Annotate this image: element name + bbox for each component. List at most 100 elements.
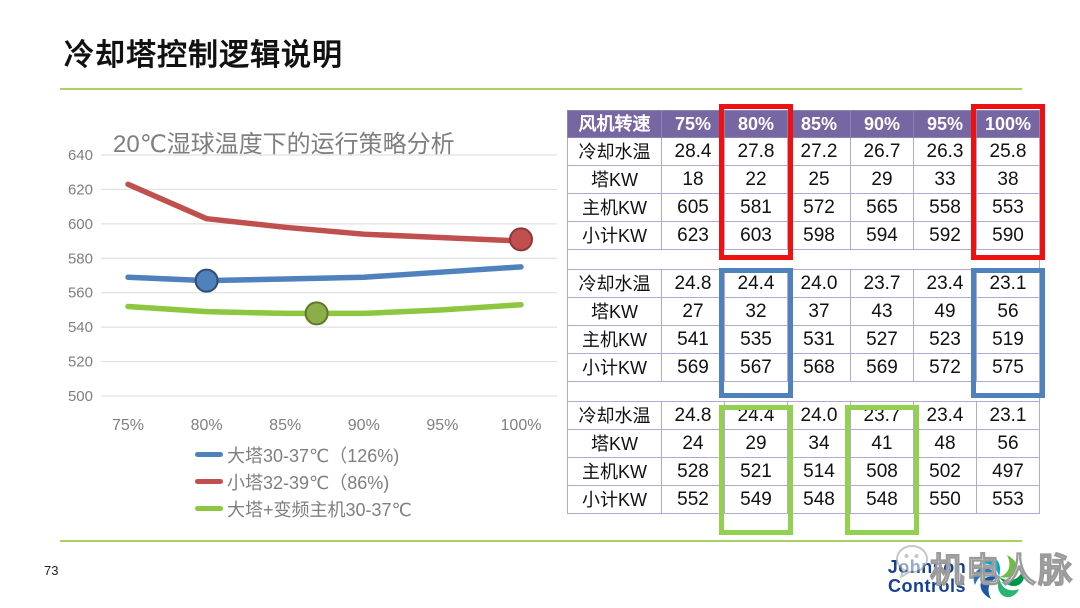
table-cell: 575: [976, 353, 1040, 382]
y-tick-label: 620: [68, 181, 93, 198]
table-row: 塔KW 27 32 37 43 49 56: [567, 297, 1040, 326]
legend-swatch: [195, 479, 223, 484]
x-tick-label: 95%: [426, 417, 458, 434]
table-header-cell: 85%: [787, 110, 851, 138]
y-tick-label: 540: [68, 319, 93, 336]
chart-title: 20℃湿球温度下的运行策略分析: [113, 131, 455, 158]
y-tick-label: 500: [68, 388, 93, 405]
table-cell: 553: [976, 193, 1040, 222]
row-label-cell: 主机KW: [567, 325, 662, 354]
table-cell: 550: [913, 485, 977, 514]
table-cell: 572: [913, 353, 977, 382]
table-cell: 24.8: [661, 401, 725, 430]
table-cell: 548: [787, 485, 851, 514]
watermark-text: 机电人脉: [929, 551, 1074, 590]
table-row: 塔KW 18 22 25 29 33 38: [567, 165, 1040, 194]
legend-label: 大塔+变频主机30-37℃: [227, 499, 412, 520]
table-cell: 603: [724, 221, 788, 250]
operating-strategy-chart: 640 620 600 580 560 540 520 500 75% 80% 85% 90% 95% 1…: [45, 110, 565, 542]
page-number: 73: [44, 563, 59, 578]
table-cell: 27.2: [787, 137, 851, 166]
table-cell: 548: [850, 485, 914, 514]
spacer-row: [567, 381, 1040, 402]
table-cell: 25: [787, 165, 851, 194]
row-label-cell: 小计KW: [567, 485, 662, 514]
y-tick-label: 580: [68, 250, 93, 267]
series-marker: [509, 227, 533, 252]
table-cell: 592: [913, 221, 977, 250]
table-cell: 23.7: [850, 401, 914, 430]
table-row: 主机KW 605 581 572 565 558 553: [567, 193, 1040, 222]
table-cell: 23.1: [976, 269, 1040, 298]
y-tick-label: 600: [68, 216, 93, 233]
table-cell: 497: [976, 457, 1040, 486]
table-cell: 26.3: [913, 137, 977, 166]
title-underline: [60, 88, 1022, 90]
row-label-cell: 塔KW: [567, 429, 662, 458]
table-cell: 25.8: [976, 137, 1040, 166]
wechat-icon: [896, 545, 928, 578]
table-cell: 569: [661, 353, 725, 382]
table-header-cell: 75%: [661, 110, 725, 138]
table-cell: 541: [661, 325, 725, 354]
table-row: 主机KW 541 535 531 527 523 519: [567, 325, 1040, 354]
bottom-divider: [60, 540, 1022, 542]
table-cell: 32: [724, 297, 788, 326]
table-cell: 24.4: [724, 401, 788, 430]
table-header-cell: 90%: [850, 110, 914, 138]
table-cell: 29: [850, 165, 914, 194]
table-header-cell: 80%: [724, 110, 788, 138]
table-row: 小计KW 569 567 568 569 572 575: [567, 353, 1040, 382]
table-cell: 48: [913, 429, 977, 458]
table-cell: 565: [850, 193, 914, 222]
legend-swatch: [195, 506, 223, 511]
table-cell: 24: [661, 429, 725, 458]
table-cell: 33: [913, 165, 977, 194]
table-cell: 549: [724, 485, 788, 514]
table-cell: 508: [850, 457, 914, 486]
table-header-cell: 风机转速: [567, 110, 662, 138]
table-cell: 552: [661, 485, 725, 514]
table-cell: 23.4: [913, 269, 977, 298]
series-line: [125, 264, 524, 284]
table-cell: 18: [661, 165, 725, 194]
row-label-cell: 小计KW: [567, 353, 662, 382]
table-row: 冷却水温 28.4 27.8 27.2 26.7 26.3 25.8: [567, 137, 1040, 166]
table-row: 塔KW 24 29 34 41 48 56: [567, 429, 1040, 458]
logo-text-line2: Controls: [888, 576, 966, 596]
x-tick-label: 75%: [112, 417, 144, 434]
table-cell: 502: [913, 457, 977, 486]
table-cell: 521: [724, 457, 788, 486]
table-cell: 37: [787, 297, 851, 326]
table-cell: 23.4: [913, 401, 977, 430]
table-cell: 581: [724, 193, 788, 222]
table-cell: 28.4: [661, 137, 725, 166]
table-cell: 24.8: [661, 269, 725, 298]
table-cell: 24.4: [724, 269, 788, 298]
row-label-cell: 冷却水温: [567, 269, 662, 298]
y-tick-label: 520: [68, 354, 93, 371]
fan-speed-table-wrap: 风机转速 75% 80% 85% 90% 95% 100% 冷却水温 28.4 27.8 27.2 2…: [567, 104, 1045, 535]
table-cell: 41: [850, 429, 914, 458]
table-row: 冷却水温 24.8 24.4 24.0 23.7 23.4 23.1: [567, 401, 1040, 430]
table-cell: 27.8: [724, 137, 788, 166]
table-cell: 605: [661, 193, 725, 222]
table-header-row: 风机转速 75% 80% 85% 90% 95% 100%: [567, 110, 1040, 138]
table-cell: 22: [724, 165, 788, 194]
table-row: 小计KW 552 549 548 548 550 553: [567, 485, 1040, 514]
table-cell: 56: [976, 297, 1040, 326]
table-cell: 590: [976, 221, 1040, 250]
table-cell: 24.0: [787, 269, 851, 298]
legend-item: 大塔30-37℃（126%): [195, 441, 412, 468]
page-title: 冷却塔控制逻辑说明: [64, 39, 343, 72]
spacer-cell: [567, 381, 1040, 402]
row-label-cell: 主机KW: [567, 457, 662, 486]
legend-item: 大塔+变频主机30-37℃: [195, 495, 412, 522]
legend-label: 小塔32-39℃（86%): [227, 472, 390, 493]
table-cell: 514: [787, 457, 851, 486]
table-cell: 24.0: [787, 401, 851, 430]
table-row: 冷却水温 24.8 24.4 24.0 23.7 23.4 23.1: [567, 269, 1040, 298]
table-cell: 29: [724, 429, 788, 458]
x-tick-label: 100%: [501, 417, 542, 434]
chart-legend: 大塔30-37℃（126%) 小塔32-39℃（86%) 大塔+变频主机30-37℃: [195, 441, 412, 522]
